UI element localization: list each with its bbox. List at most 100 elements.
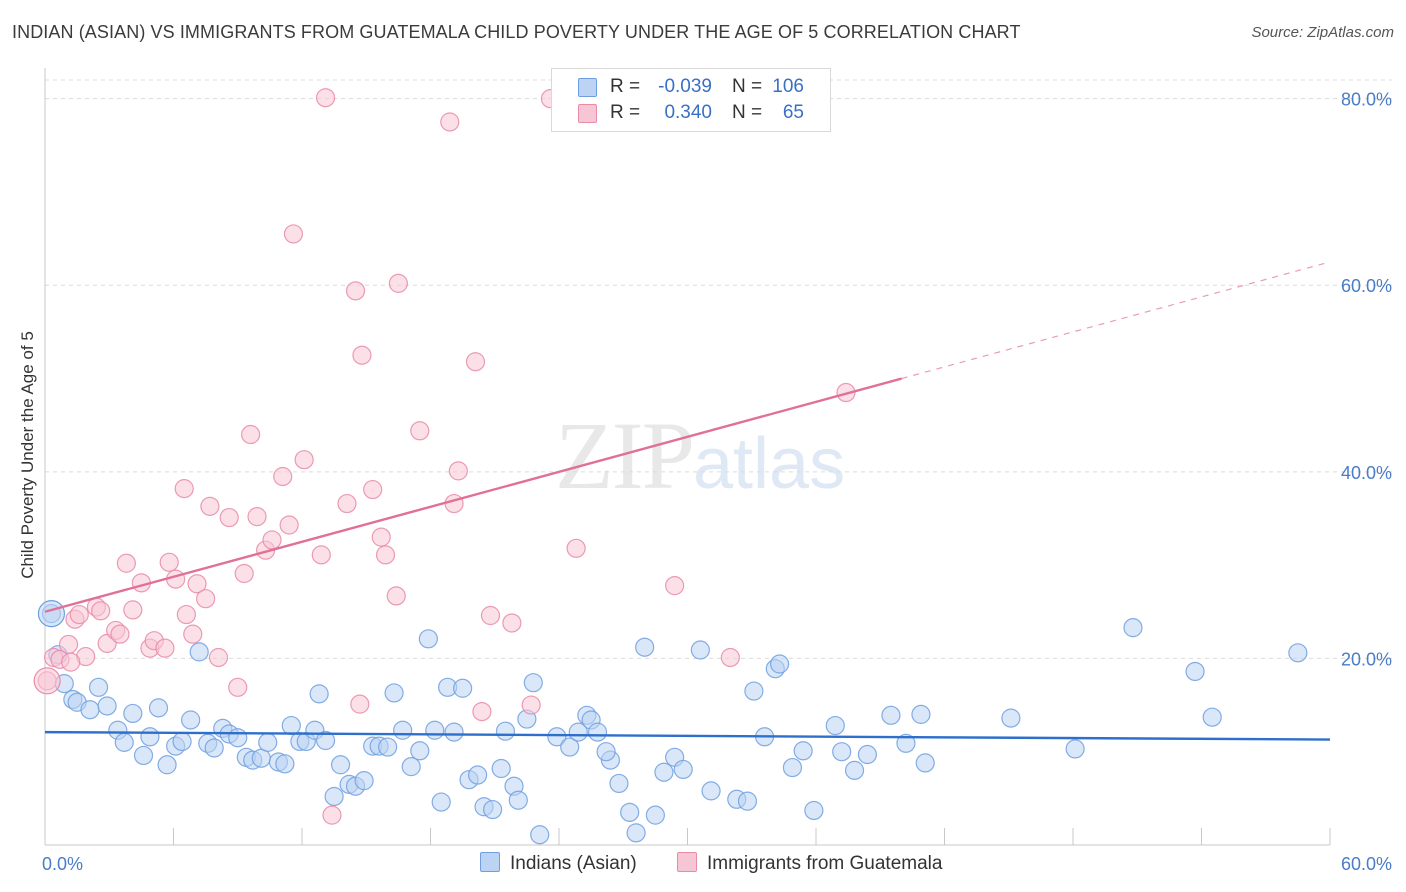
data-point-indians — [596, 742, 616, 762]
data-point-indians — [148, 698, 169, 718]
data-point-guatemala — [465, 352, 486, 372]
data-point-indians — [444, 722, 464, 742]
series-legend-indians[interactable]: Indians (Asian) — [480, 852, 637, 875]
data-point-guatemala — [294, 450, 314, 470]
series-legend-guatemala[interactable]: Immigrants from Guatemala — [677, 852, 942, 875]
data-point-indians — [832, 742, 852, 762]
data-point-indians — [635, 637, 655, 657]
data-point-indians — [782, 757, 803, 778]
ticks-layer: 20.0% 40.0% 60.0% 80.0% 0.0% 60.0% — [42, 90, 1392, 874]
data-point-indians — [133, 745, 154, 766]
data-point-indians — [744, 681, 764, 701]
data-point-guatemala — [283, 224, 304, 244]
watermark-zip: ZIP — [555, 402, 695, 509]
data-point-indians — [844, 760, 865, 780]
data-point-guatemala — [58, 634, 79, 655]
data-point-indians — [354, 771, 374, 791]
data-point-indians — [626, 823, 646, 843]
data-point-guatemala — [352, 345, 372, 365]
data-point-indians — [401, 757, 421, 777]
legend-n-label: N = — [732, 102, 763, 123]
data-point-guatemala — [502, 613, 522, 633]
data-point-indians — [495, 721, 516, 741]
data-point-guatemala — [720, 647, 740, 668]
data-point-indians — [804, 800, 824, 821]
data-point-guatemala — [241, 424, 261, 445]
points-layer — [33, 88, 1308, 845]
data-point-indians — [673, 759, 693, 780]
data-point-guatemala — [116, 553, 136, 573]
data-point-indians — [609, 773, 629, 794]
legend-n-label: N = — [732, 76, 763, 97]
data-point-indians — [258, 732, 278, 752]
trend-extension-guatemala — [901, 261, 1331, 380]
data-point-indians — [275, 754, 295, 774]
y-tick-label: 80.0% — [1341, 90, 1392, 110]
data-point-indians — [530, 825, 550, 845]
series-swatch-indians — [480, 852, 500, 872]
data-point-indians — [1185, 661, 1205, 682]
trend-line-guatemala — [44, 377, 902, 613]
data-point-indians — [690, 640, 710, 660]
y-tick-label: 40.0% — [1341, 463, 1392, 483]
y-tick-label: 60.0% — [1341, 276, 1392, 296]
data-point-indians — [881, 705, 901, 725]
data-point-guatemala — [363, 479, 383, 500]
data-point-indians — [80, 700, 100, 720]
correlation-legend: R = -0.039 N = 106 R = 0.340 N = 65 — [551, 68, 831, 132]
series-name-guatemala: Immigrants from Guatemala — [707, 853, 943, 874]
data-point-guatemala — [311, 545, 331, 565]
data-point-indians — [915, 753, 935, 773]
data-point-guatemala — [386, 586, 406, 606]
data-point-indians — [701, 781, 721, 801]
data-point-indians — [453, 678, 473, 698]
data-point-indians — [645, 805, 665, 825]
legend-row-guatemala: R = 0.340 N = 65 — [552, 100, 830, 126]
data-point-guatemala — [187, 574, 207, 594]
data-point-guatemala — [110, 624, 130, 644]
data-point-indians — [114, 732, 134, 752]
data-point-indians — [1065, 739, 1085, 759]
data-point-guatemala — [521, 695, 541, 715]
data-point-indians — [88, 677, 109, 697]
data-point-guatemala — [279, 515, 299, 535]
data-point-indians — [468, 765, 488, 785]
data-point-indians — [123, 703, 143, 724]
data-point-guatemala — [337, 493, 357, 514]
data-point-guatemala — [234, 563, 254, 584]
data-point-guatemala — [273, 466, 293, 487]
data-point-guatemala — [69, 604, 89, 625]
data-point-indians — [560, 737, 580, 757]
data-point-indians — [568, 722, 588, 742]
data-point-indians-large — [37, 600, 66, 628]
data-point-indians — [1001, 708, 1021, 728]
data-point-indians — [315, 730, 336, 751]
data-point-indians — [410, 741, 430, 761]
data-point-guatemala — [155, 638, 175, 658]
legend-row-indians: R = -0.039 N = 106 — [552, 74, 830, 100]
data-point-guatemala — [196, 589, 216, 609]
data-point-indians — [181, 710, 201, 730]
data-point-indians — [204, 738, 224, 758]
watermark-atlas: atlas — [693, 424, 846, 504]
data-point-indians — [324, 786, 344, 807]
data-point-indians — [393, 720, 413, 740]
data-point-guatemala — [228, 677, 248, 697]
data-point-indians — [97, 696, 117, 716]
chart-source: Source: ZipAtlas.com — [1251, 24, 1394, 41]
data-point-guatemala — [176, 604, 196, 625]
legend-swatch-indians — [578, 78, 597, 97]
data-point-guatemala — [410, 421, 430, 441]
watermark: ZIPatlas — [555, 400, 845, 511]
legend-r-label: R = — [610, 102, 641, 123]
legend-swatch-guatemala — [578, 104, 597, 123]
data-point-indians — [1123, 618, 1143, 638]
data-point-guatemala — [375, 545, 396, 565]
data-point-guatemala — [183, 624, 203, 644]
data-point-guatemala — [444, 493, 464, 514]
chart-title: INDIAN (ASIAN) VS IMMIGRANTS FROM GUATEM… — [12, 22, 1021, 42]
data-point-guatemala — [472, 701, 492, 722]
data-point-guatemala — [159, 552, 179, 572]
data-point-indians — [418, 629, 438, 649]
data-point-guatemala — [388, 273, 408, 293]
